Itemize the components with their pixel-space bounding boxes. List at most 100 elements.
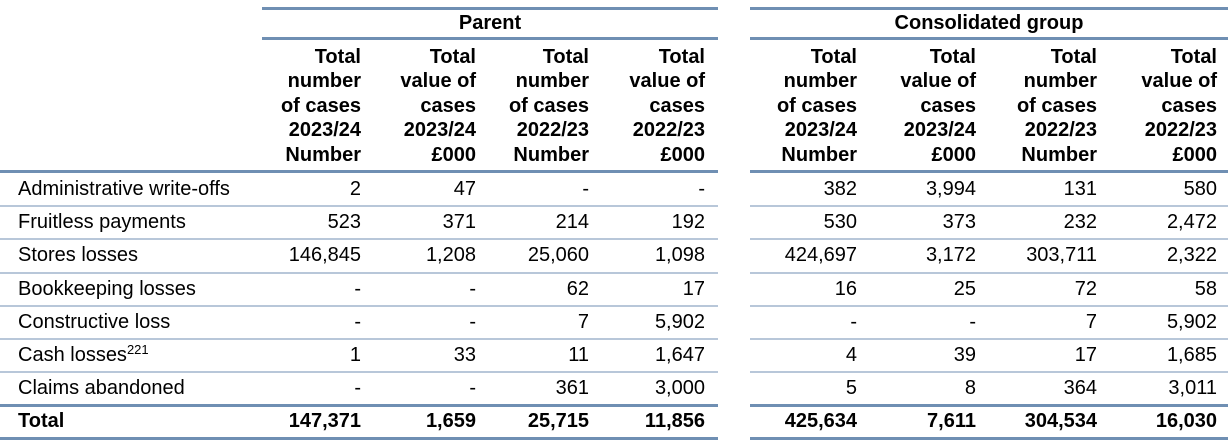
table-cell: 7 — [577, 310, 589, 333]
table-cell: 303,711 — [1026, 244, 1097, 267]
column-header: Total value of cases 2023/24 £000 — [866, 45, 976, 167]
column-header-line: 2023/24 — [288, 119, 361, 142]
column-header-line: Number — [1021, 143, 1097, 166]
column-header: Total value of cases 2023/24 £000 — [366, 45, 476, 167]
table-cell: 530 — [823, 211, 857, 234]
table-cell: 11,856 — [644, 410, 705, 433]
table-cell: 16 — [834, 277, 857, 300]
total-row-label: Total — [18, 405, 64, 438]
column-header-line: £000 — [660, 143, 706, 166]
column-header-line: 2022/23 — [516, 119, 589, 142]
table-cell: 17 — [1074, 344, 1097, 366]
table-cell: 11 — [568, 344, 589, 366]
table-cell: 25,060 — [527, 244, 589, 267]
table-cell: 1,647 — [654, 344, 705, 366]
row-label-text: Administrative write-offs — [18, 178, 230, 200]
table-cell: - — [469, 310, 476, 333]
column-header: Total number of cases 2022/23 Number — [987, 45, 1097, 167]
table-cell: 2 — [349, 178, 361, 200]
table-cell: 33 — [453, 344, 476, 366]
column-header-line: Total — [810, 46, 857, 68]
table-cell: 3,000 — [654, 377, 705, 400]
table-bottom-rule — [0, 436, 718, 440]
row-rule — [0, 338, 718, 340]
table-cell: 580 — [1183, 178, 1217, 200]
row-rule — [750, 338, 1228, 340]
column-header-line: cases — [420, 94, 476, 117]
column-header-line: value of — [900, 70, 976, 93]
table-cell: 192 — [671, 211, 705, 234]
table-cell: 7,611 — [927, 410, 976, 433]
footnote-ref: 221 — [126, 342, 149, 357]
table-cell: 25 — [953, 277, 976, 300]
table-cell: 17 — [682, 277, 705, 300]
column-header-line: of cases — [1016, 94, 1097, 117]
column-header: Total value of cases 2022/23 £000 — [595, 45, 705, 167]
row-rule — [750, 371, 1228, 374]
table-cell: 1,208 — [425, 244, 476, 267]
column-header-line: £000 — [1172, 143, 1218, 166]
table-cell: 371 — [442, 211, 476, 234]
table-cell: 361 — [555, 377, 589, 400]
table-cell: 1 — [349, 344, 361, 366]
table-cell: - — [698, 178, 705, 200]
table-cell: 39 — [953, 344, 976, 366]
row-label-text: Claims abandoned — [18, 377, 185, 400]
table-cell: - — [354, 277, 361, 300]
column-header-line: 2023/24 — [403, 119, 476, 142]
row-label-text: Total — [18, 410, 65, 433]
table-cell: 232 — [1063, 211, 1097, 234]
column-header-line: number — [1023, 70, 1097, 93]
row-label-text: Bookkeeping losses — [18, 277, 196, 300]
column-header-line: value of — [629, 70, 705, 93]
table-cell: 3,011 — [1168, 377, 1217, 400]
column-header: Total number of cases 2023/24 Number — [747, 45, 857, 167]
column-header-line: cases — [920, 94, 976, 117]
column-header-line: number — [515, 70, 589, 93]
table-cell: 25,715 — [527, 410, 589, 433]
table-cell: - — [354, 377, 361, 400]
column-header-line: Total — [429, 46, 476, 68]
header-rule — [750, 170, 1228, 173]
row-label: Constructive loss — [18, 306, 170, 339]
table-cell: 147,371 — [288, 410, 361, 433]
table-cell: 1,098 — [654, 244, 705, 267]
column-header-line: Total — [929, 46, 976, 68]
column-header-line: of cases — [280, 94, 361, 117]
column-header: Total number of cases 2022/23 Number — [479, 45, 589, 167]
table-cell: - — [354, 310, 361, 333]
row-rule — [0, 404, 718, 408]
row-rule — [750, 304, 1228, 307]
table-cell: 373 — [942, 211, 976, 234]
column-header-line: 2023/24 — [784, 119, 857, 142]
row-label: Claims abandoned — [18, 372, 185, 405]
table-cell: 382 — [823, 178, 857, 200]
table-cell: 2,322 — [1166, 244, 1217, 267]
row-rule — [0, 371, 718, 374]
table-cell: 5,902 — [654, 310, 705, 333]
table-cell: - — [469, 377, 476, 400]
column-header-line: 2022/23 — [1144, 119, 1217, 142]
table-cell: 523 — [327, 211, 361, 234]
row-rule — [750, 404, 1228, 408]
header-rule — [0, 170, 718, 173]
table-cell: 3,172 — [925, 244, 976, 267]
row-rule — [750, 238, 1228, 241]
column-header-line: 2022/23 — [1024, 119, 1097, 142]
column-header-line: of cases — [776, 94, 857, 117]
table-cell: 146,845 — [288, 244, 361, 267]
column-header-line: number — [783, 70, 857, 93]
row-rule — [0, 271, 718, 274]
row-label: Stores losses — [18, 239, 138, 272]
table-cell: 214 — [555, 211, 589, 234]
table-cell: 3,994 — [925, 178, 976, 200]
table-cell: 364 — [1063, 377, 1097, 400]
table-cell: 47 — [453, 178, 476, 200]
table-cell: 304,534 — [1024, 410, 1097, 433]
column-header-line: 2023/24 — [903, 119, 976, 142]
table-cell: 72 — [1074, 277, 1097, 300]
table-cell: 62 — [566, 277, 589, 300]
column-header-line: value of — [400, 70, 476, 93]
table-cell: 5,902 — [1166, 310, 1217, 333]
